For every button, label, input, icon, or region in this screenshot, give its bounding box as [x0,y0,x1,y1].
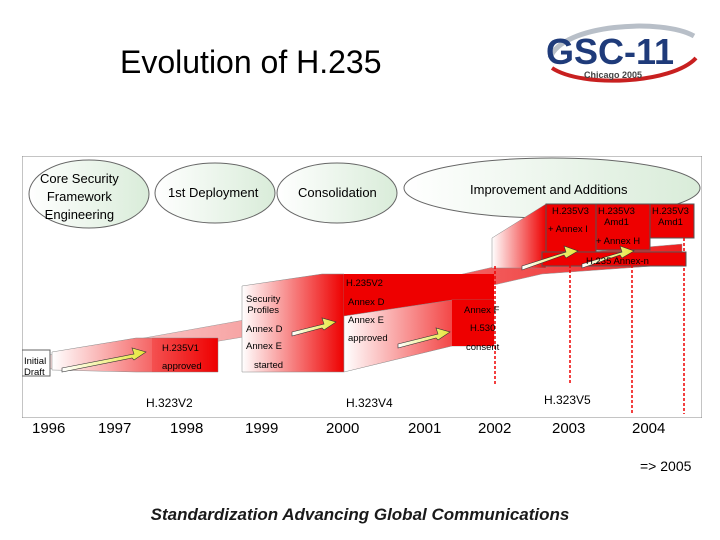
page-title: Evolution of H.235 [120,44,382,80]
ellipse-consolidation [276,162,398,224]
arrow-v1 [61,347,147,373]
approved-label-b: approved [162,361,202,372]
annex-d-label-a: Annex D [348,297,385,308]
ellipse-deploy [154,162,276,224]
logo-sub-text: Chicago 2005 [584,70,642,80]
arrow-annex-f [397,327,451,349]
phase-improvement-label: Improvement and Additions [470,182,628,197]
v3-amd1-box-b [649,203,695,239]
annex-f-box [452,300,494,346]
annexes-box [541,251,687,267]
h323v4-label: H.323V4 [346,396,393,410]
consent-label: consent [466,342,500,353]
v2-label: H.235V2 [346,278,383,289]
h323v2-label: H.323V2 [146,396,193,410]
initial-draft-label: Initial Draft [24,356,47,378]
annex-e-label-b: Annex E [246,341,282,352]
h530-label: H.530 [470,323,496,334]
v3-amd1-label-b: H.235V3 Amd1 [652,206,689,228]
footer-tagline: Standardization Advancing Global Communi… [150,505,570,524]
v3-label: H.235V3 [552,206,589,217]
year-1998: 1998 [170,420,204,437]
year-2001: 2001 [408,420,442,437]
arrow-annex-h [581,245,635,269]
timeline-diagram [22,156,702,418]
annex-e-label-a: Annex E [348,315,384,326]
phase-consolidation-label: Consolidation [298,185,377,200]
annex-f-label: Annex F [464,305,500,316]
year-2000: 2000 [326,420,360,437]
year-1997: 1997 [98,420,132,437]
phase-core-label: Core Security Framework Engineering [40,171,119,222]
annex-d-label-b: Annex D [246,324,283,335]
arrow-v2 [291,317,337,337]
year-1999: 1999 [245,420,279,437]
phase-deploy-label: 1st Deployment [168,185,259,200]
annex-h-label: + Annex H [596,236,641,247]
v3-amd1-label-a: H.235V3 Amd1 [598,206,635,228]
arrow-v3 [521,245,579,271]
v1-shade [152,338,218,372]
annexes-label: H.235 Annex-n [586,256,649,267]
next-year-label: => 2005 [640,458,692,474]
v1-label: H.235V1 [162,343,199,354]
year-2003: 2003 [552,420,586,437]
year-2002: 2002 [478,420,512,437]
initial-draft-box [22,349,51,377]
year-2004: 2004 [632,420,666,437]
h323v5-label: H.323V5 [544,393,591,407]
band-v3 [491,203,547,269]
logo-main-text: GSC-11 [546,31,674,72]
v3-amd1-box-a [595,203,651,251]
annex-i-label: + Annex I [548,224,588,235]
approved-label-a: approved [348,333,388,344]
year-1996: 1996 [32,420,66,437]
started-label: started [254,360,284,371]
security-profiles-label: Security Profiles [246,294,281,316]
gsc-logo: GSC-11 Chicago 2005 [542,18,702,88]
ellipse-core [28,159,150,229]
